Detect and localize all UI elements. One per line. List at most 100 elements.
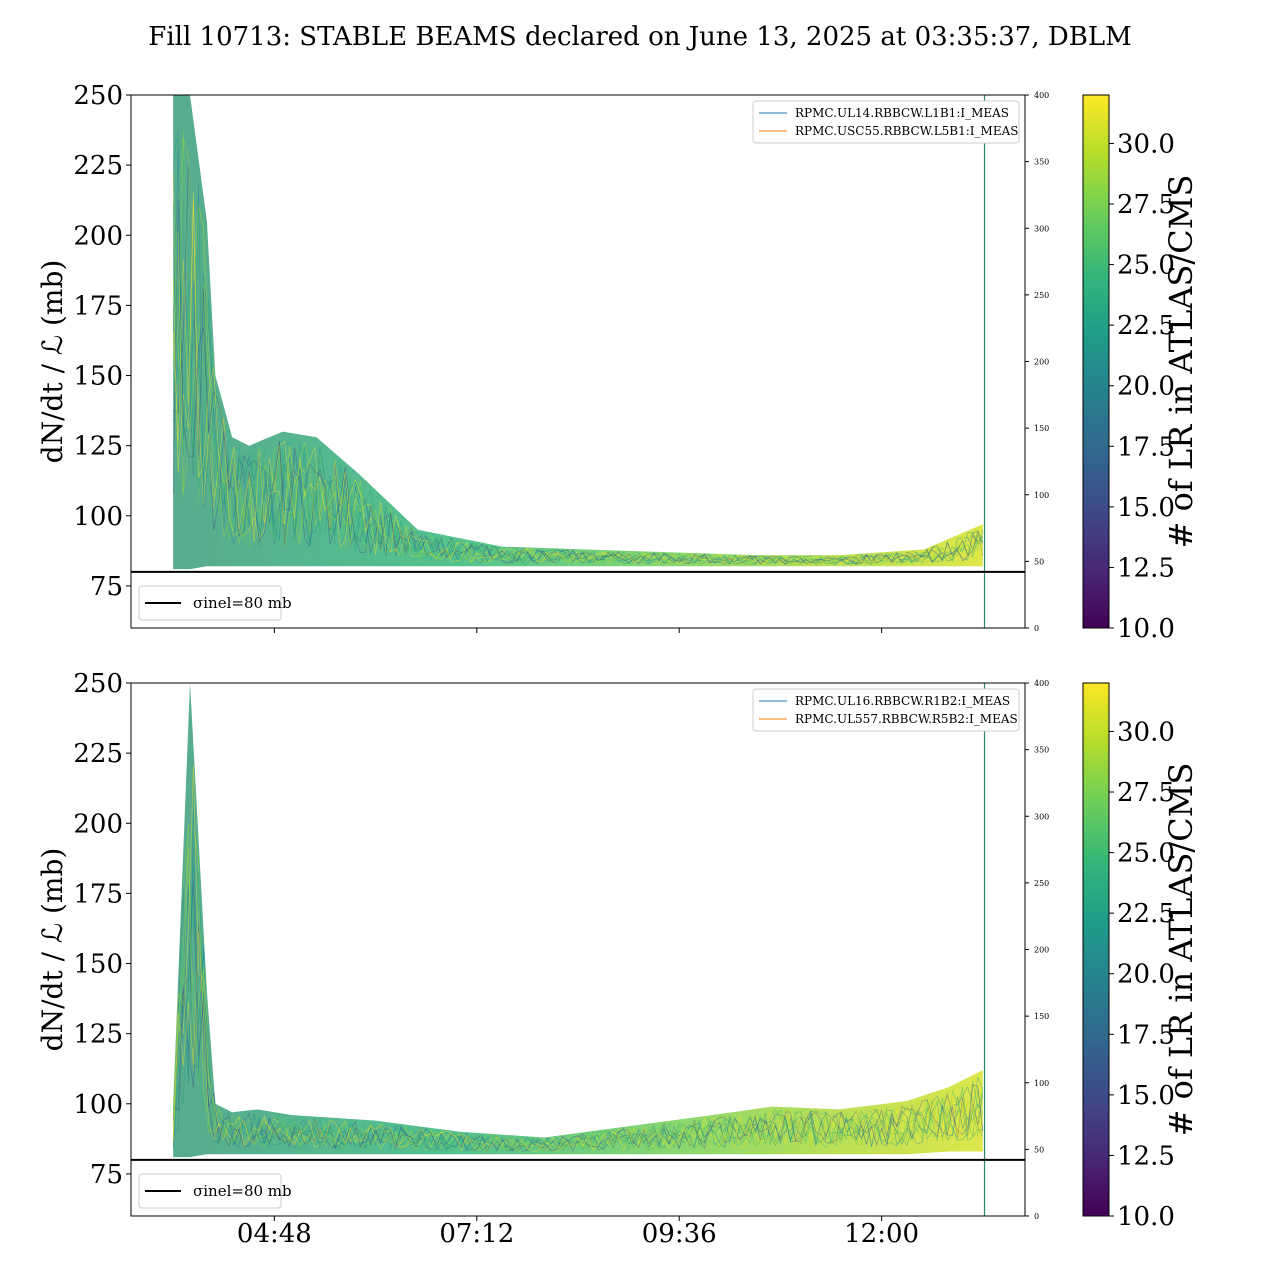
y-tick-label: 200 [73, 809, 123, 839]
colorbar-tick-label: 10.0 [1117, 1202, 1175, 1232]
panel-1: 75 100 125 150 175 200 225 250 0 50 100 150 200 250 30… [36, 81, 1200, 644]
colorbar-tick-label: 22.5 [1117, 899, 1175, 929]
data-envelope [173, 683, 983, 1158]
y-tick-label: 100 [73, 1090, 123, 1120]
y-tick-label: 250 [73, 669, 123, 699]
y-tick-label: 250 [73, 81, 123, 111]
legend-box [752, 688, 1020, 732]
data-trace [172, 892, 984, 1150]
colorbar-label: # of LR in ATLAS/CMS [1162, 175, 1200, 549]
panels: 75 100 125 150 175 200 225 250 0 50 100 150 200 250 30… [36, 81, 1200, 1249]
x-tick-label: 07:12 [439, 1219, 514, 1249]
reference-legend-label: σinel=80 mb [193, 1182, 292, 1200]
data-trace [172, 182, 984, 565]
right-tick-label: 100 [1034, 491, 1049, 500]
colorbar-tick-label: 10.0 [1117, 614, 1175, 644]
data-trace [172, 931, 984, 1152]
data-envelope [173, 95, 983, 570]
colorbar-tick-label: 12.5 [1117, 1141, 1175, 1171]
colorbar-gradient [1082, 94, 1110, 629]
reference-legend-label: σinel=80 mb [193, 594, 292, 612]
data-trace [172, 824, 984, 1152]
x-tick-label: 12:00 [844, 1219, 919, 1249]
data-trace [172, 849, 983, 1152]
y-tick-label: 175 [73, 879, 123, 909]
y-tick-label: 125 [73, 432, 123, 462]
y-tick-label: 150 [73, 950, 123, 980]
colorbar-tick-label: 27.5 [1117, 778, 1175, 808]
colorbar-tick-label: 17.5 [1117, 1020, 1175, 1050]
y-tick-label: 75 [90, 572, 123, 602]
data-trace [172, 846, 984, 1152]
data-trace [172, 884, 984, 1152]
right-tick-label: 150 [1034, 424, 1049, 433]
colorbar-tick-label: 30.0 [1117, 717, 1175, 747]
colorbar-tick-label: 27.5 [1117, 190, 1175, 220]
right-tick-label: 50 [1034, 557, 1044, 566]
data-trace [172, 846, 984, 1152]
colorbar-tick-label: 22.5 [1117, 311, 1175, 341]
colorbar-tick-label: 20.0 [1117, 960, 1175, 990]
y-tick-label: 75 [90, 1160, 123, 1190]
colorbar-tick-label: 17.5 [1117, 432, 1175, 462]
colorbar-tick-label: 25.0 [1117, 839, 1175, 869]
data-trace [173, 163, 984, 565]
y-tick-label: 175 [73, 291, 123, 321]
panel-2: 75 100 125 150 175 200 225 250 0 50 100 150 200 250 30… [36, 669, 1200, 1249]
data-trace [172, 965, 984, 1152]
y-tick-label: 225 [73, 151, 123, 181]
legend: RPMC.UL14.RBBCW.L1B1:I_MEAS RPMC.USC55.RB… [752, 100, 1020, 144]
colorbar-tick-label: 25.0 [1117, 251, 1175, 281]
right-tick-label: 400 [1034, 91, 1049, 100]
legend-label: RPMC.UL16.RBBCW.R1B2:I_MEAS [795, 694, 1010, 708]
colorbar-tick-label: 15.0 [1117, 493, 1175, 523]
legend: RPMC.UL16.RBBCW.R1B2:I_MEAS RPMC.UL557.RB… [752, 688, 1020, 732]
plot-area [172, 95, 986, 628]
y-tick-label: 125 [73, 1020, 123, 1050]
data-trace [172, 156, 983, 565]
legend-label: RPMC.USC55.RBBCW.L5B1:I_MEAS [795, 124, 1018, 138]
colorbar-tick-label: 15.0 [1117, 1081, 1175, 1111]
right-tick-label: 200 [1034, 358, 1049, 367]
data-trace [172, 198, 984, 565]
right-tick-label: 150 [1034, 1012, 1049, 1021]
reference-legend: σinel=80 mb [138, 1173, 292, 1209]
legend-label: RPMC.UL14.RBBCW.L1B1:I_MEAS [795, 106, 1009, 120]
reference-legend-box [138, 1173, 282, 1209]
y-tick-label: 200 [73, 221, 123, 251]
right-tick-label: 0 [1034, 1212, 1039, 1221]
y-axis-label: dN/dt / ℒ (mb) [36, 848, 69, 1052]
right-tick-label: 300 [1034, 812, 1049, 821]
legend-box [752, 100, 1020, 144]
colorbar: 10.0 12.5 15.0 17.5 20.0 22.5 25.0 27.5 30.0 # of… [1082, 682, 1200, 1232]
reference-legend-box [138, 585, 282, 621]
right-tick-label: 250 [1034, 291, 1049, 300]
colorbar-tick-label: 20.0 [1117, 372, 1175, 402]
colorbar-tick-label: 30.0 [1117, 129, 1175, 159]
y-tick-label: 150 [73, 362, 123, 392]
data-trace [172, 191, 984, 565]
right-tick-label: 50 [1034, 1145, 1044, 1154]
colorbar-tick-label: 12.5 [1117, 553, 1175, 583]
chart-title: Fill 10713: STABLE BEAMS declared on Jun… [148, 22, 1131, 52]
right-tick-label: 100 [1034, 1079, 1049, 1088]
y-tick-label: 225 [73, 739, 123, 769]
right-tick-label: 0 [1034, 624, 1039, 633]
right-tick-label: 350 [1034, 158, 1049, 167]
right-tick-label: 300 [1034, 224, 1049, 233]
plot-area [172, 683, 986, 1216]
right-tick-label: 400 [1034, 679, 1049, 688]
x-tick-label: 09:36 [642, 1219, 717, 1249]
colorbar-gradient [1082, 682, 1110, 1217]
y-axis-label: dN/dt / ℒ (mb) [36, 260, 69, 464]
right-tick-label: 250 [1034, 879, 1049, 888]
data-trace [172, 825, 984, 1150]
colorbar-label: # of LR in ATLAS/CMS [1162, 763, 1200, 1137]
right-tick-label: 350 [1034, 746, 1049, 755]
colorbar: 10.0 12.5 15.0 17.5 20.0 22.5 25.0 27.5 30.0 # of… [1082, 94, 1200, 644]
data-trace [172, 765, 984, 1152]
y-tick-label: 100 [73, 502, 123, 532]
right-tick-label: 200 [1034, 946, 1049, 955]
reference-legend: σinel=80 mb [138, 585, 292, 621]
